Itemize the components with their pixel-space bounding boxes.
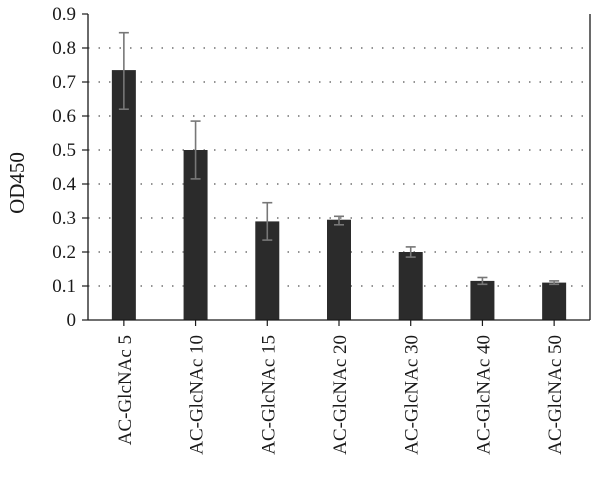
- y-tick-label: 0.3: [52, 208, 76, 229]
- x-category-label: AC-GlcNAc 10: [187, 335, 208, 455]
- error-bar: [190, 120, 201, 180]
- error-bars: [118, 31, 560, 286]
- y-tick-label: 0.4: [52, 174, 76, 195]
- error-bar: [118, 31, 129, 110]
- error-bar: [405, 246, 416, 258]
- y-tick-label: 0.1: [52, 276, 76, 297]
- x-category-label: AC-GlcNAc 40: [473, 335, 494, 455]
- y-tick-label: 0.5: [52, 140, 76, 161]
- bar: [111, 70, 136, 320]
- error-bar: [549, 280, 560, 286]
- y-tick-label: 0.9: [52, 4, 76, 25]
- x-category-labels: AC-GlcNAc 5 AC-GlcNAc 10 AC-GlcNAc 15 AC-Gl…: [115, 335, 566, 455]
- x-category-label: AC-GlcNAc 5: [115, 335, 136, 445]
- axes: [82, 13, 591, 326]
- x-category-label: AC-GlcNAc 30: [402, 335, 423, 455]
- bar: [398, 252, 423, 320]
- y-tick-labels: 0 0.1 0.2 0.3 0.4 0.5 0.6 0.7 0.8 0.9: [52, 4, 76, 331]
- y-tick-label: 0.8: [52, 38, 76, 59]
- y-axis-title: OD450: [5, 152, 29, 214]
- error-bar: [262, 201, 273, 241]
- bar: [470, 280, 495, 320]
- bar: [255, 221, 280, 320]
- y-tick-label: 0.2: [52, 242, 76, 263]
- x-category-label: AC-GlcNAc 20: [330, 335, 351, 455]
- error-bar: [334, 215, 344, 226]
- y-tick-label: 0.6: [52, 106, 76, 127]
- bar: [542, 282, 567, 320]
- bar: [327, 219, 351, 320]
- y-tick-label: 0.7: [52, 72, 76, 93]
- error-bar: [477, 276, 488, 286]
- x-category-label: AC-GlcNAc 50: [545, 335, 566, 455]
- x-category-label: AC-GlcNAc 15: [258, 335, 279, 455]
- bars: [111, 70, 567, 320]
- y-tick-label: 0: [67, 310, 77, 331]
